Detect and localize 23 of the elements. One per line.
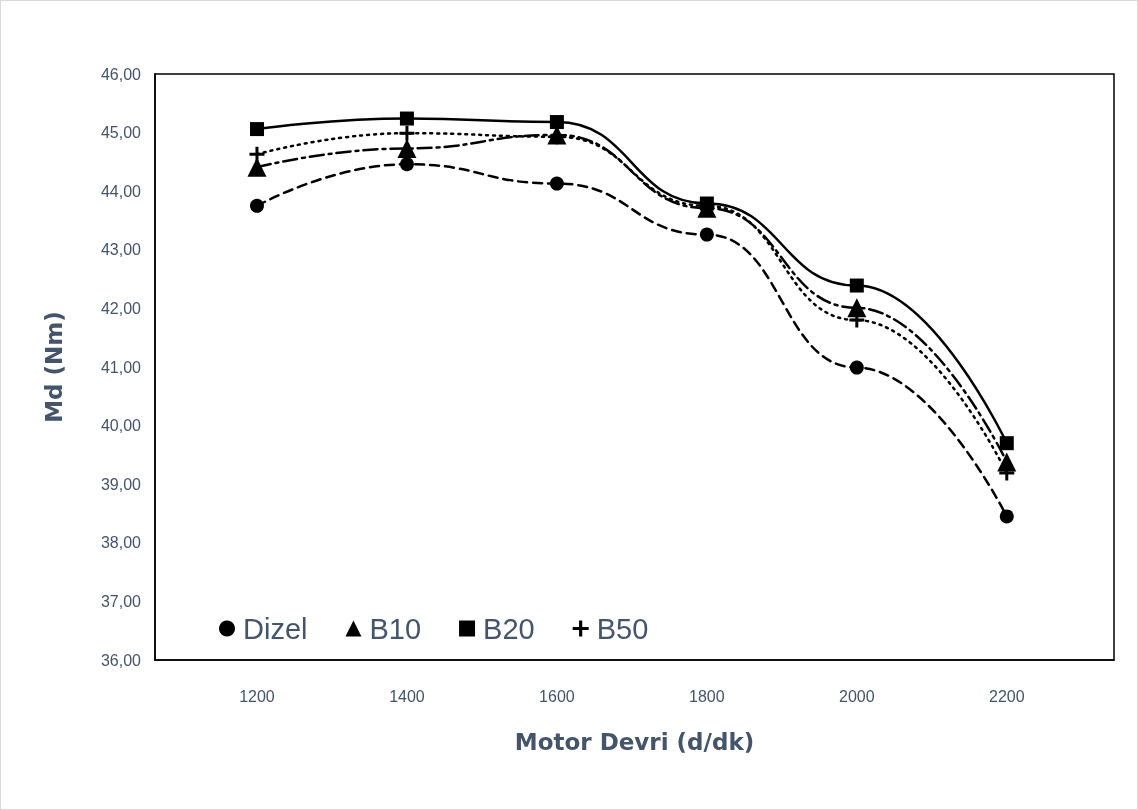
x-tick-label: 1200 [239,687,275,705]
x-tick-label: 1600 [539,687,575,705]
legend-label: B10 [369,612,422,645]
y-tick-label: 41,00 [100,358,142,376]
legend-label: B20 [483,612,535,645]
x-tick-label: 1800 [689,687,725,705]
x-tick-label: 2200 [988,687,1025,705]
y-tick-label: 43,00 [100,241,142,259]
y-tick-label: 36,00 [100,651,142,669]
y-tick-label: 38,00 [100,534,142,552]
y-tick-label: 37,00 [100,592,142,610]
x-axis-title: Motor Devri (d/dk) [514,728,755,755]
legend-label: B50 [596,612,649,645]
legend-label: Dizel [243,612,308,645]
y-tick-label: 39,00 [100,475,142,493]
y-tick-label: 45,00 [100,124,142,142]
y-tick-label: 44,00 [100,182,142,200]
y-tick-label: 46,00 [100,65,142,83]
y-tick-label: 40,00 [100,417,142,435]
x-tick-label: 1400 [389,687,425,705]
y-axis-title: Md (Nm) [40,311,67,423]
y-tick-label: 42,00 [100,299,142,317]
x-tick-label: 2000 [839,687,875,705]
